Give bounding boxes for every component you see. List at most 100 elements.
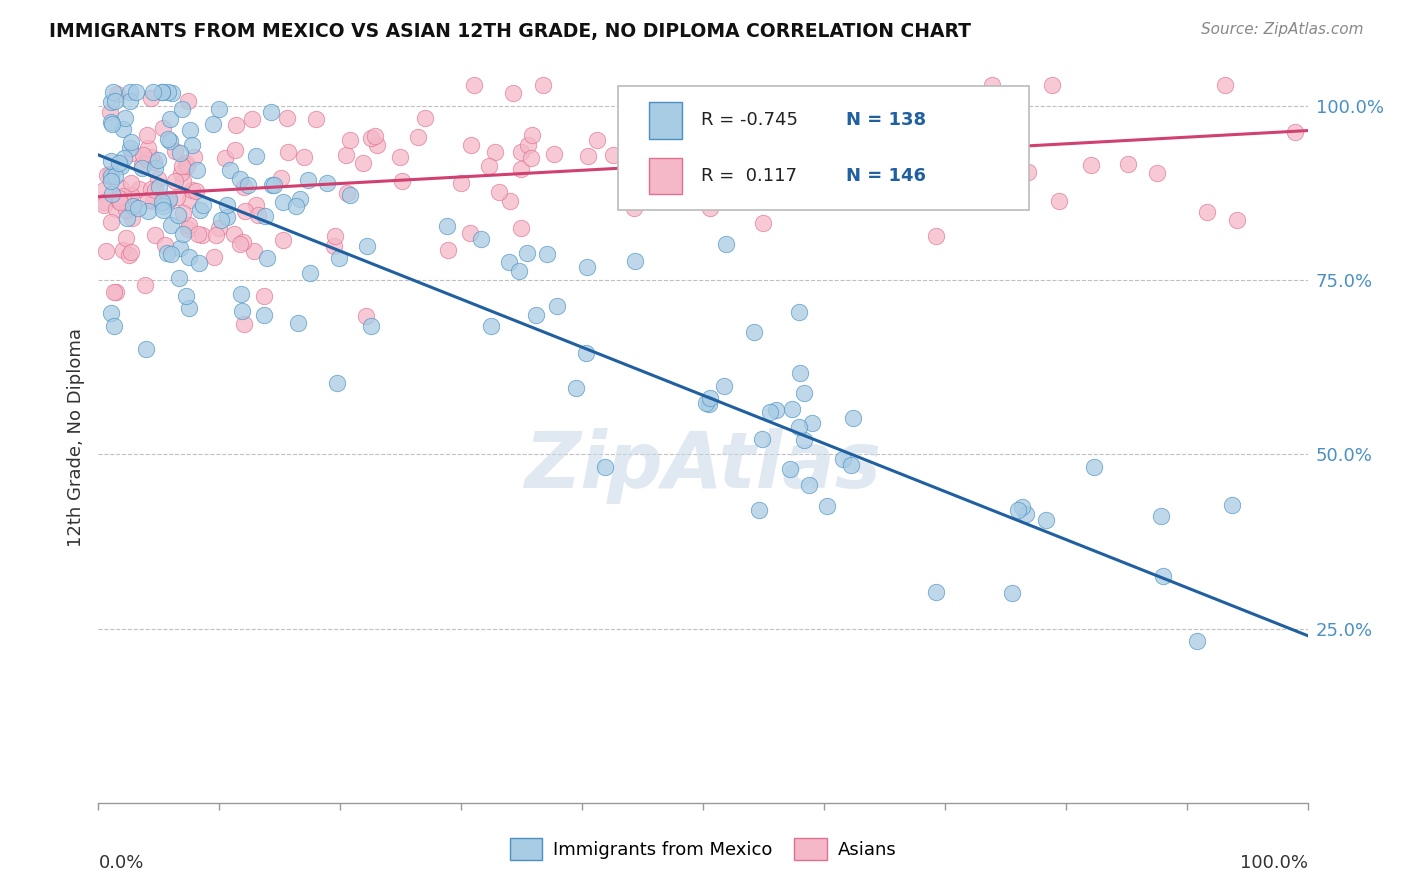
Point bbox=[143, 161, 166, 175]
Point bbox=[510, 221, 533, 235]
Point bbox=[236, 178, 259, 193]
Point bbox=[177, 301, 200, 315]
Point bbox=[181, 183, 204, 197]
Point bbox=[253, 289, 276, 303]
Point bbox=[167, 271, 190, 285]
Text: R = -0.745: R = -0.745 bbox=[700, 112, 797, 129]
Point bbox=[156, 132, 179, 146]
Text: ZipAtlas: ZipAtlas bbox=[524, 428, 882, 504]
Point bbox=[546, 299, 568, 313]
Point bbox=[276, 111, 298, 125]
Point bbox=[214, 152, 236, 166]
Point bbox=[156, 246, 179, 260]
Point bbox=[578, 149, 600, 163]
Point bbox=[1146, 166, 1168, 180]
Point bbox=[111, 244, 134, 258]
Point bbox=[160, 219, 183, 233]
Point bbox=[697, 397, 720, 411]
Point bbox=[120, 176, 142, 190]
Point bbox=[623, 201, 645, 215]
Point bbox=[174, 289, 197, 303]
Point bbox=[229, 236, 252, 251]
Point bbox=[714, 236, 737, 251]
Point bbox=[150, 85, 173, 99]
Point bbox=[98, 104, 121, 119]
Point bbox=[177, 250, 200, 264]
Point bbox=[165, 174, 187, 188]
Point bbox=[356, 239, 378, 253]
Point bbox=[112, 151, 135, 165]
Point bbox=[463, 78, 485, 93]
Point bbox=[866, 188, 889, 202]
Point bbox=[336, 186, 359, 200]
Point bbox=[842, 411, 865, 425]
Point bbox=[406, 130, 429, 145]
Point bbox=[586, 133, 609, 147]
Point bbox=[103, 169, 125, 184]
Point bbox=[925, 585, 948, 599]
Point bbox=[191, 228, 214, 243]
Point bbox=[117, 248, 139, 262]
Point bbox=[93, 198, 115, 212]
Point bbox=[1284, 125, 1306, 139]
Point bbox=[270, 171, 292, 186]
Point bbox=[391, 174, 413, 188]
Point bbox=[839, 458, 862, 472]
Point bbox=[159, 134, 181, 148]
Point bbox=[121, 145, 143, 160]
Text: IMMIGRANTS FROM MEXICO VS ASIAN 12TH GRADE, NO DIPLOMA CORRELATION CHART: IMMIGRANTS FROM MEXICO VS ASIAN 12TH GRA… bbox=[49, 22, 972, 41]
Point bbox=[186, 184, 208, 198]
Point bbox=[202, 117, 225, 131]
Point bbox=[143, 155, 166, 169]
Point bbox=[1047, 194, 1070, 208]
Point bbox=[339, 133, 361, 147]
Point bbox=[217, 210, 239, 224]
Point bbox=[131, 158, 153, 172]
Point bbox=[271, 233, 294, 247]
Point bbox=[110, 194, 132, 209]
Point bbox=[531, 78, 554, 93]
Point bbox=[354, 310, 377, 324]
Point bbox=[115, 211, 138, 225]
Point bbox=[470, 232, 492, 246]
Point bbox=[179, 194, 201, 208]
Point bbox=[710, 120, 733, 134]
Point bbox=[132, 148, 155, 162]
Point bbox=[924, 228, 946, 243]
Point bbox=[1080, 158, 1102, 172]
Point bbox=[100, 115, 122, 129]
Point bbox=[141, 91, 163, 105]
Point bbox=[787, 305, 810, 319]
Point bbox=[243, 244, 266, 258]
Point bbox=[288, 192, 311, 206]
Point bbox=[100, 215, 122, 229]
Point bbox=[191, 198, 214, 212]
Point bbox=[277, 145, 299, 159]
Point bbox=[1015, 507, 1038, 521]
Bar bbox=[648, 158, 682, 194]
Point bbox=[136, 194, 159, 208]
Text: 0.0%: 0.0% bbox=[98, 854, 143, 872]
Point bbox=[104, 94, 127, 108]
Point bbox=[219, 162, 242, 177]
Point bbox=[138, 204, 160, 219]
Point bbox=[326, 376, 349, 390]
Point bbox=[488, 186, 510, 200]
Point bbox=[142, 194, 165, 209]
Point bbox=[298, 266, 321, 280]
Point bbox=[742, 325, 765, 339]
Point bbox=[1149, 509, 1171, 524]
Point bbox=[96, 168, 118, 182]
Point bbox=[152, 199, 174, 213]
Point bbox=[186, 163, 208, 178]
Point bbox=[328, 252, 350, 266]
Point bbox=[364, 129, 387, 144]
Point bbox=[135, 342, 157, 356]
Point bbox=[695, 396, 717, 410]
Text: Source: ZipAtlas.com: Source: ZipAtlas.com bbox=[1201, 22, 1364, 37]
Point bbox=[103, 85, 125, 99]
Point bbox=[624, 253, 647, 268]
Point bbox=[322, 239, 344, 253]
Point bbox=[110, 180, 132, 194]
Point bbox=[139, 181, 162, 195]
